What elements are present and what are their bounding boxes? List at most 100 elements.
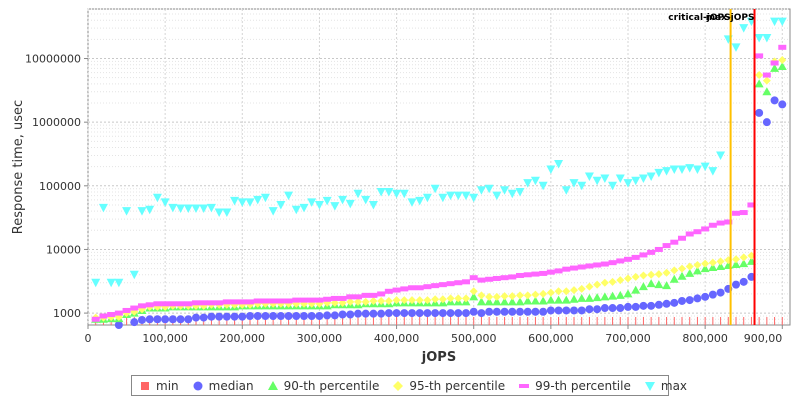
90-th-percentile-point: [484, 297, 494, 306]
95-th-percentile-point: [747, 251, 756, 260]
90-th-percentile-point: [739, 259, 749, 268]
median-point: [423, 309, 432, 318]
95-th-percentile-point: [755, 71, 764, 80]
legend-label-min: min: [156, 378, 179, 393]
99-th-percentile-point: [477, 277, 486, 283]
median-point: [732, 280, 740, 289]
99-th-percentile-point: [346, 294, 355, 300]
99-th-percentile-point: [716, 220, 725, 226]
median-point: [168, 315, 177, 324]
max-point: [284, 191, 294, 201]
median-point: [400, 309, 409, 318]
95-th-percentile-point: [562, 287, 571, 296]
max-point: [731, 43, 741, 52]
x-tick-label: 200,000: [220, 332, 266, 345]
99-th-percentile-point: [523, 272, 532, 278]
95-th-percentile-point: [678, 264, 686, 273]
99-th-percentile-point: [500, 275, 509, 281]
max-point: [538, 181, 548, 191]
95-th-percentile-point: [469, 287, 478, 296]
median-point: [438, 309, 447, 318]
99-th-percentile-point: [624, 256, 632, 262]
90-th-percentile-point: [592, 293, 602, 302]
median-point: [338, 310, 347, 319]
99-th-percentile-point: [408, 285, 416, 291]
median-point: [770, 96, 779, 105]
max-point: [615, 174, 625, 184]
99-th-percentile-point: [608, 260, 617, 266]
95-th-percentile-point: [500, 292, 509, 301]
99-th-percentile-point: [662, 243, 671, 249]
y-tick-label: 1000: [53, 307, 81, 320]
x-tick-label: 500,000: [451, 332, 497, 345]
90-th-percentile-point: [538, 296, 548, 305]
95-th-percentile-point: [361, 297, 370, 306]
max-point: [237, 198, 247, 207]
median-point: [199, 313, 208, 322]
median-point: [685, 296, 694, 305]
legend: min median 90-th percentile 95-th percen…: [131, 375, 687, 396]
median-point: [693, 294, 702, 303]
max-point: [584, 172, 594, 182]
max-point: [762, 34, 772, 43]
median-point: [238, 312, 247, 321]
median-point: [593, 305, 602, 314]
y-tick-label: 10000: [46, 243, 81, 256]
median-point: [408, 309, 416, 318]
99-th-percentile-point: [739, 210, 748, 216]
max-point: [415, 196, 425, 206]
x-axis-ticks: 0 100,000 200,000 300,000 400,000 500,000 600,…: [85, 325, 783, 345]
90-th-percentile-point: [770, 63, 780, 72]
max-point: [399, 189, 409, 199]
99-th-percentile-point: [130, 305, 139, 311]
median-point: [539, 307, 548, 316]
max-point: [608, 181, 618, 191]
90-th-percentile-point: [554, 295, 564, 304]
99-th-percentile-point: [184, 301, 193, 307]
median-point: [346, 310, 355, 319]
median-point: [469, 307, 478, 316]
median-point: [269, 312, 278, 321]
max-point: [716, 151, 726, 160]
95-th-percentile-point: [539, 289, 548, 298]
99-th-percentile-point: [693, 229, 702, 235]
99-th-percentile-point: [307, 297, 316, 303]
95-th-percentile-point: [624, 274, 632, 283]
95-th-percentile-point: [778, 55, 787, 64]
99-th-percentile-point: [585, 263, 594, 269]
max-point: [392, 189, 402, 199]
99-th-percentile-point: [732, 210, 740, 216]
99-th-percentile-point: [369, 292, 378, 298]
99-th-percentile-point: [230, 299, 239, 305]
x-tick-label: 700,000: [605, 332, 651, 345]
max-point: [700, 162, 710, 172]
max-point: [476, 186, 486, 195]
median-point: [546, 306, 555, 315]
95-th-percentile-point: [647, 270, 656, 279]
max-point: [638, 174, 648, 184]
median-point: [192, 313, 200, 322]
max-point: [646, 172, 656, 182]
y-axis-ticks: 1000 10000 100000 1000000 10000000: [25, 53, 88, 320]
y-tick-label: 100000: [39, 180, 81, 193]
max-jOPS-label: max-jOPS: [706, 13, 755, 23]
median-point: [130, 318, 139, 327]
95-th-percentile-point: [739, 253, 748, 262]
90-th-percentile-point: [646, 279, 656, 288]
x-tick-label: 100,000: [142, 332, 188, 345]
median-point: [747, 272, 756, 281]
95-th-percentile-point: [423, 296, 432, 305]
99-th-percentile-point: [400, 286, 409, 292]
95-th-percentile-point: [492, 292, 501, 301]
95-th-percentile-point: [346, 297, 355, 306]
median-point: [261, 312, 270, 321]
90-th-percentile-point: [476, 297, 486, 306]
median-point: [670, 298, 679, 307]
90-th-percentile-point: [685, 268, 695, 277]
legend-label-99th: 99-th percentile: [535, 378, 631, 393]
max-point: [114, 278, 124, 288]
99-th-percentile-point: [546, 269, 555, 275]
90-th-percentile-point: [708, 263, 718, 272]
legend-item-90th: 90-th percentile: [267, 379, 379, 393]
